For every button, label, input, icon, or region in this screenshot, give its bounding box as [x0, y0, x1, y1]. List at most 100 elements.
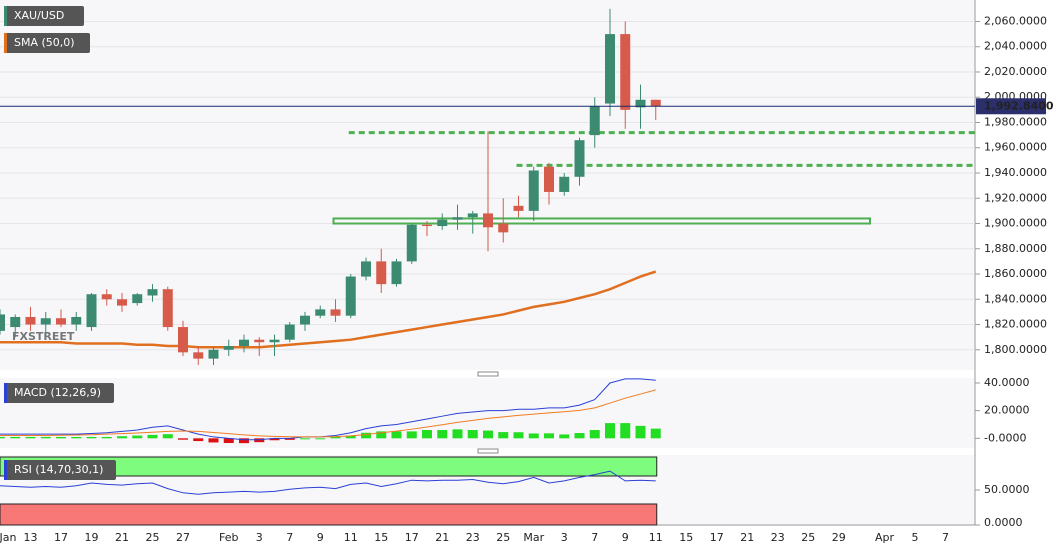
histogram-bar — [574, 433, 585, 439]
x-tick-label: 7 — [591, 531, 598, 544]
histogram-bar — [147, 434, 158, 439]
candle-body — [40, 318, 51, 325]
candle-body — [437, 219, 448, 227]
histogram-bar — [483, 430, 493, 439]
x-tick-label: 9 — [622, 531, 629, 544]
candle-body — [117, 299, 127, 306]
x-tick-label: 27 — [176, 531, 190, 544]
legend-label: XAU/USD — [14, 9, 64, 22]
histogram-bar — [406, 431, 417, 439]
zone — [332, 217, 871, 225]
histogram-bar — [452, 429, 463, 439]
candle-body — [71, 316, 82, 325]
candle-body — [620, 34, 631, 110]
x-tick-label: 19 — [85, 531, 99, 544]
overbought-band — [0, 456, 658, 477]
legend-box — [4, 460, 116, 480]
y-tick-label: 20.0000 — [984, 404, 1030, 417]
legend: MACD (12,26,9) — [4, 383, 114, 403]
sma-line — [0, 270, 657, 349]
y-tick-label: 1,800.0000 — [984, 343, 1047, 356]
candle-body — [559, 176, 570, 192]
histogram-bar — [376, 431, 387, 439]
histogram-bar — [467, 430, 478, 439]
macd-line — [0, 378, 656, 441]
candle-body — [284, 324, 295, 340]
histogram-bar — [117, 436, 127, 439]
x-tick-label: 17 — [405, 531, 419, 544]
legend-swatch — [4, 383, 7, 403]
x-tick-label: 29 — [832, 531, 846, 544]
x-tick-label: 25 — [146, 531, 160, 544]
rsi-line — [0, 470, 656, 495]
x-tick-label: 23 — [466, 531, 480, 544]
legend-label: SMA (50,0) — [14, 36, 75, 49]
candle-body — [208, 349, 219, 359]
histogram-bar — [300, 438, 310, 440]
candle-body — [269, 339, 280, 343]
x-tick-label: 21 — [740, 531, 754, 544]
histogram-bar — [330, 436, 341, 439]
legend-box — [4, 33, 90, 53]
x-tick-label: 11 — [344, 531, 358, 544]
price-tag-label: 1,992.8400 — [984, 99, 1054, 112]
macd-line — [0, 389, 656, 438]
candle-body — [589, 106, 600, 136]
legend-label: MACD (12,26,9) — [14, 386, 101, 399]
legend-box — [4, 6, 84, 26]
x-tick-label: Apr — [875, 531, 895, 544]
legend-swatch — [4, 33, 7, 53]
y-tick-label: 1,840.0000 — [984, 292, 1047, 305]
x-tick-label: 23 — [771, 531, 785, 544]
x-tick-label: Mar — [523, 531, 544, 544]
y-tick-label: 1,820.0000 — [984, 318, 1047, 331]
x-tick-label: 15 — [679, 531, 693, 544]
legend: RSI (14,70,30,1) — [4, 460, 116, 480]
y-tick-label: 1,920.0000 — [984, 191, 1047, 204]
x-tick-label: 9 — [317, 531, 324, 544]
candle-body — [376, 261, 387, 285]
histogram-bar — [223, 438, 234, 444]
histogram-bar — [284, 438, 295, 440]
candle-body — [300, 315, 310, 325]
y-tick-label: -0.0000 — [984, 431, 1026, 444]
oversold-band — [0, 503, 658, 526]
histogram-bar — [71, 436, 82, 439]
candle-body — [605, 34, 615, 104]
x-tick-label: 17 — [710, 531, 724, 544]
histogram-bar — [25, 436, 36, 439]
histogram-bar — [315, 438, 326, 440]
histogram-bar — [391, 431, 402, 439]
candle-body — [254, 339, 265, 343]
candle-body — [132, 294, 143, 304]
histogram-bar — [193, 438, 204, 442]
x-tick-label: 17 — [54, 531, 68, 544]
splitter — [477, 371, 499, 377]
histogram-bar — [10, 436, 21, 439]
histogram-bar — [528, 433, 539, 439]
histogram-bar — [239, 438, 249, 444]
histogram-bar — [635, 425, 646, 439]
candle-body — [574, 140, 585, 177]
candle-body — [483, 213, 493, 228]
x-tick-label: 25 — [801, 531, 815, 544]
legend-swatch — [4, 460, 7, 480]
candle-body — [467, 213, 478, 218]
candle-body — [498, 223, 509, 233]
legend-label: RSI (14,70,30,1) — [14, 463, 103, 476]
candle-body — [10, 316, 21, 328]
candle-body — [147, 289, 158, 296]
histogram-bar — [40, 436, 51, 439]
y-tick-label: 50.0000 — [984, 483, 1030, 496]
histogram-bar — [254, 438, 265, 443]
candle-body — [361, 261, 371, 277]
histogram-bar — [269, 438, 280, 441]
candle-body — [101, 294, 112, 300]
legend: XAU/USD — [4, 6, 84, 26]
legend-box — [4, 383, 114, 403]
y-tick-label: 2,020.0000 — [984, 65, 1047, 78]
candle-body — [330, 309, 341, 316]
candle-body — [193, 352, 204, 359]
x-tick-label: 21 — [435, 531, 449, 544]
histogram-bar — [162, 434, 173, 439]
